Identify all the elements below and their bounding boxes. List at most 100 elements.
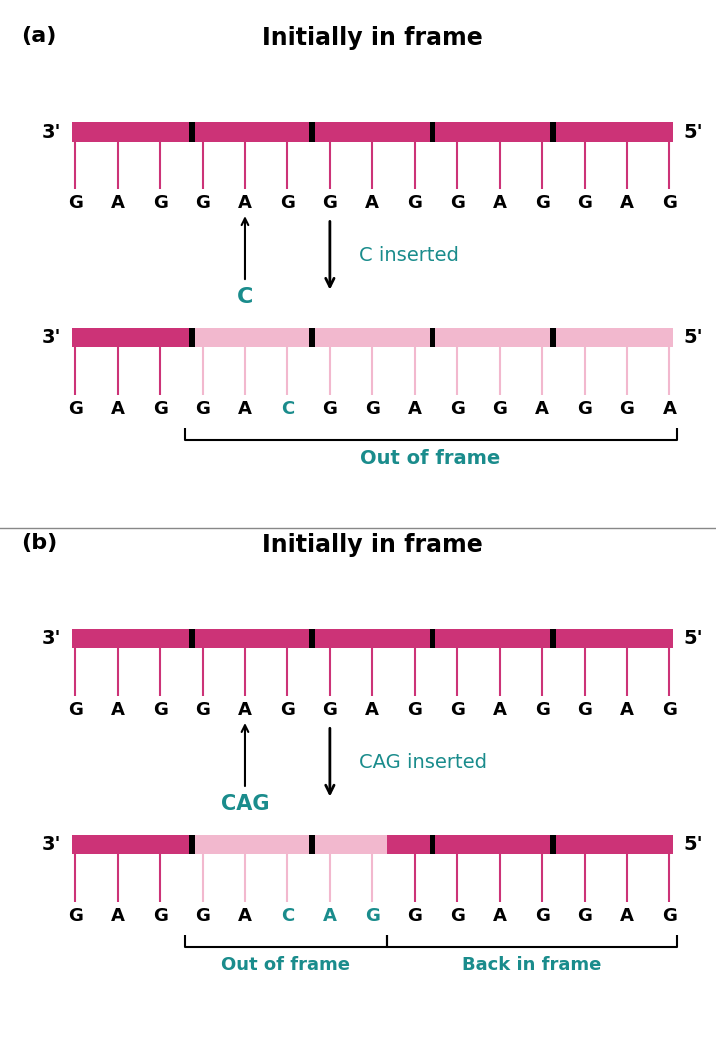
Bar: [309, 122, 315, 142]
Bar: [309, 328, 315, 347]
Text: 5': 5': [684, 122, 703, 142]
Bar: [189, 835, 195, 854]
Text: A: A: [111, 907, 125, 925]
Text: C: C: [281, 400, 294, 418]
Text: A: A: [535, 400, 549, 418]
Bar: [189, 122, 195, 142]
Text: G: G: [450, 400, 465, 418]
Text: A: A: [620, 701, 634, 719]
Text: A: A: [111, 194, 125, 212]
Bar: [72, 629, 673, 648]
Bar: [550, 328, 556, 347]
Text: G: G: [577, 907, 592, 925]
Text: C: C: [237, 287, 253, 307]
Text: G: G: [195, 907, 210, 925]
Text: A: A: [238, 907, 252, 925]
Text: A: A: [408, 400, 422, 418]
Text: G: G: [492, 400, 507, 418]
Text: G: G: [322, 400, 337, 418]
Bar: [309, 629, 315, 648]
Bar: [430, 328, 435, 347]
Text: 3': 3': [42, 835, 61, 854]
Bar: [550, 122, 556, 142]
Text: G: G: [535, 701, 550, 719]
Bar: [195, 328, 673, 347]
Text: C inserted: C inserted: [359, 246, 458, 265]
Text: 3': 3': [42, 122, 61, 142]
Text: A: A: [323, 907, 337, 925]
Text: G: G: [407, 907, 422, 925]
Text: G: G: [535, 194, 550, 212]
Text: G: G: [153, 400, 168, 418]
Text: G: G: [153, 701, 168, 719]
Text: G: G: [195, 400, 210, 418]
Text: G: G: [535, 907, 550, 925]
Text: A: A: [493, 907, 507, 925]
Text: G: G: [619, 400, 634, 418]
Text: 3': 3': [42, 629, 61, 648]
Text: (b): (b): [21, 533, 58, 553]
Text: Out of frame: Out of frame: [360, 449, 500, 468]
Text: C: C: [281, 907, 294, 925]
Text: A: A: [493, 701, 507, 719]
Text: G: G: [365, 907, 379, 925]
Text: G: G: [450, 194, 465, 212]
Text: G: G: [365, 400, 379, 418]
Text: A: A: [238, 194, 252, 212]
Text: 5': 5': [684, 629, 703, 648]
Text: G: G: [450, 701, 465, 719]
Text: A: A: [365, 701, 379, 719]
Text: A: A: [620, 194, 634, 212]
Bar: [550, 629, 556, 648]
Text: A: A: [365, 194, 379, 212]
Text: G: G: [68, 701, 82, 719]
Text: G: G: [407, 701, 422, 719]
Text: G: G: [68, 400, 82, 418]
Text: A: A: [238, 400, 252, 418]
Text: G: G: [322, 194, 337, 212]
Bar: [72, 122, 673, 142]
Bar: [430, 122, 435, 142]
Text: G: G: [68, 194, 82, 212]
Text: G: G: [153, 194, 168, 212]
Bar: [430, 629, 435, 648]
Bar: [195, 835, 387, 854]
Bar: [387, 835, 673, 854]
Text: G: G: [450, 907, 465, 925]
Text: CAG: CAG: [221, 794, 269, 814]
Text: G: G: [662, 907, 677, 925]
Text: G: G: [322, 701, 337, 719]
Text: G: G: [195, 701, 210, 719]
Text: Back in frame: Back in frame: [462, 956, 601, 974]
Text: G: G: [662, 701, 677, 719]
Text: G: G: [577, 701, 592, 719]
Bar: [309, 835, 315, 854]
Text: Initially in frame: Initially in frame: [262, 26, 483, 51]
Text: A: A: [238, 701, 252, 719]
Text: CAG inserted: CAG inserted: [359, 753, 486, 772]
Text: G: G: [577, 194, 592, 212]
Text: 3': 3': [42, 328, 61, 347]
Text: G: G: [195, 194, 210, 212]
Text: G: G: [153, 907, 168, 925]
Bar: [430, 835, 435, 854]
Bar: [72, 835, 195, 854]
Text: A: A: [111, 400, 125, 418]
Text: A: A: [662, 400, 677, 418]
Text: Out of frame: Out of frame: [221, 956, 350, 974]
Text: Initially in frame: Initially in frame: [262, 533, 483, 558]
Text: G: G: [280, 194, 295, 212]
Text: 5': 5': [684, 835, 703, 854]
Text: G: G: [577, 400, 592, 418]
Text: G: G: [280, 701, 295, 719]
Text: A: A: [620, 907, 634, 925]
Bar: [72, 328, 195, 347]
Text: A: A: [111, 701, 125, 719]
Text: G: G: [68, 907, 82, 925]
Text: G: G: [407, 194, 422, 212]
Bar: [550, 835, 556, 854]
Bar: [189, 328, 195, 347]
Text: G: G: [662, 194, 677, 212]
Text: 5': 5': [684, 328, 703, 347]
Text: A: A: [493, 194, 507, 212]
